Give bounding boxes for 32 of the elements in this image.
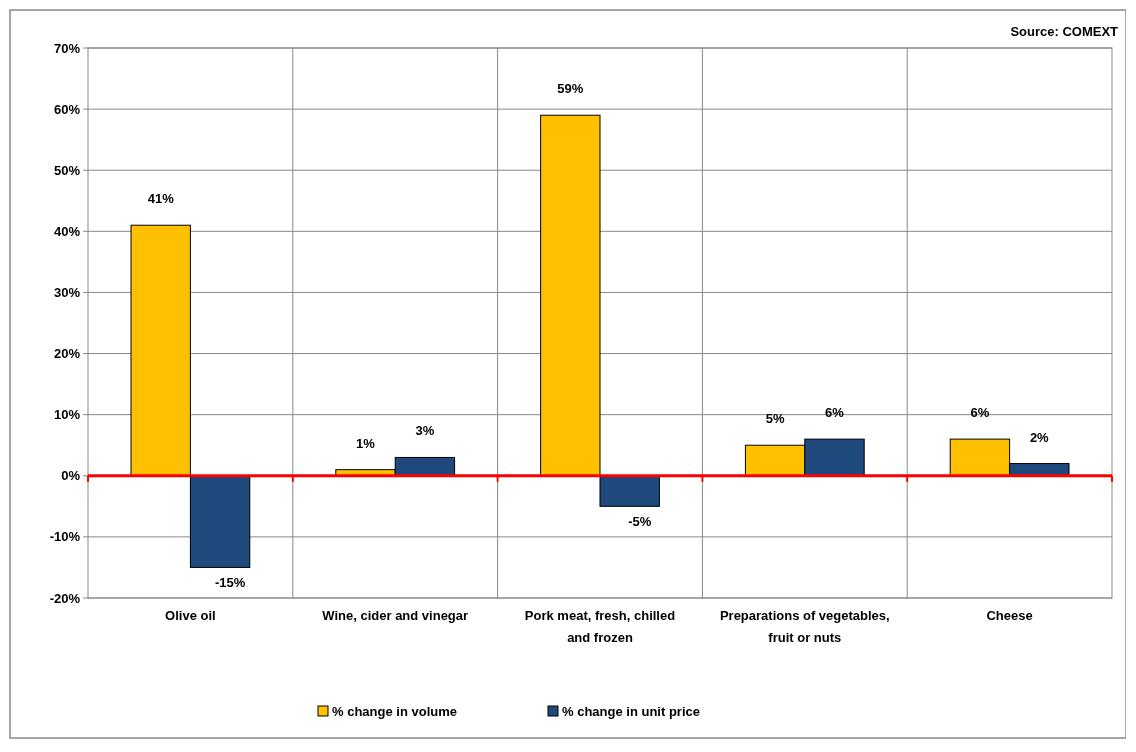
y-tick-label: 40% [53,223,81,239]
x-tick-label: Wine, cider and vinegar [322,608,469,623]
source-note: Source: COMEXT [1010,24,1119,39]
x-tick-label: Olive oil [165,608,216,623]
y-tick-label: -10% [49,529,81,545]
y-tick-label: 30% [53,284,81,300]
y-tick-label: 10% [53,407,81,423]
y-tick-label: 60% [53,101,81,117]
data-label: 1% [356,435,376,451]
data-label: -5% [628,514,652,530]
bar [599,475,660,507]
x-tick-label: Cheese [986,608,1033,623]
data-label: 5% [765,411,785,427]
y-tick-label: 20% [53,346,81,362]
x-tick-label: Pork meat, fresh, chilled and frozen [524,608,676,645]
data-label: 41% [147,191,175,207]
data-label: 3% [415,423,435,439]
y-tick-label: 50% [53,162,81,178]
data-label: 2% [1029,429,1050,445]
data-label: -15% [214,575,246,591]
y-tick-label: 70% [53,40,81,56]
legend-label: % change in volume [332,704,457,719]
bar [540,114,601,477]
data-label: 59% [557,81,584,97]
bar [130,224,191,477]
legend-label: % change in unit price [562,704,700,719]
data-label: 6% [825,405,845,421]
y-tick-label: -20% [49,590,81,606]
y-tick-label: 0% [61,468,81,484]
data-label: 6% [970,405,990,421]
bar [189,475,251,568]
x-tick-label: Preparations of vegetables, fruit or nuts [719,608,890,645]
